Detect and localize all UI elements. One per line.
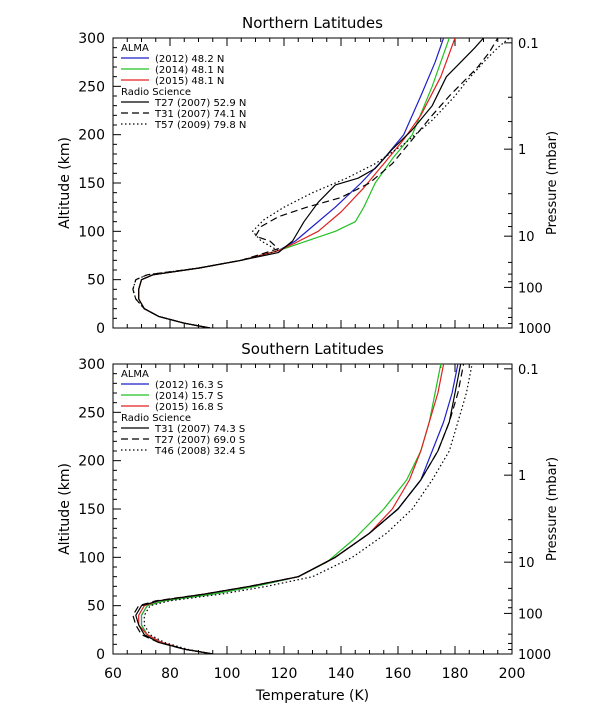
y2-tick-label: 0.1 (518, 363, 539, 378)
legend-group-title: ALMA (121, 369, 149, 380)
y-tick-label: 250 (78, 405, 105, 421)
legend-entry-label: (2012) 16.3 S (155, 380, 223, 391)
legend-entry-label: (2012) 48.2 N (155, 54, 224, 65)
y-tick-label: 100 (78, 550, 105, 566)
series-line-3 (138, 38, 484, 328)
legend-entry-label: T46 (2008) 32.4 S (154, 446, 245, 457)
legend-entry-label: T57 (2009) 79.8 N (154, 120, 246, 131)
series-line-5 (143, 364, 473, 654)
y-axis-label: Altitude (km) (57, 137, 73, 229)
y-tick-label: 0 (96, 647, 105, 663)
legend-entry-label: (2014) 48.1 N (155, 65, 224, 76)
y2-axis-label: Pressure (mbar) (545, 457, 560, 561)
y-tick-label: 300 (78, 357, 105, 373)
legend-entry-label: T27 (2007) 52.9 N (154, 98, 246, 109)
legend: ALMA (2012) 48.2 N(2014) 48.1 N(2015) 48.… (121, 43, 246, 131)
legend-group-title: ALMA (121, 43, 149, 54)
y2-axis-label: Pressure (mbar) (545, 131, 560, 235)
series-group (132, 38, 510, 328)
series-line-4 (132, 38, 499, 328)
y-tick-label: 200 (78, 454, 105, 470)
x-tick-label: 120 (271, 666, 298, 682)
y-axis-label: Altitude (km) (57, 463, 73, 555)
y-tick-label: 200 (78, 128, 105, 144)
series-line-5 (132, 38, 510, 328)
y2-tick-label: 0.1 (518, 37, 539, 52)
y2-tick-label: 1000 (518, 648, 551, 663)
y-tick-label: 100 (78, 224, 105, 240)
panel-title: Southern Latitudes (241, 340, 384, 358)
legend-group-title: Radio Science (121, 413, 191, 424)
y-tick-label: 150 (78, 502, 105, 518)
y2-tick-label: 10 (518, 556, 535, 571)
x-axis-label: Temperature (K) (255, 688, 369, 704)
y2-tick-label: 10 (518, 230, 535, 245)
x-tick-label: 160 (385, 666, 412, 682)
legend-entry-label: (2015) 48.1 N (155, 76, 224, 87)
series-group (132, 364, 473, 654)
x-tick-label: 180 (442, 666, 469, 682)
y2-tick-label: 1 (518, 469, 526, 484)
y2-tick-label: 1000 (518, 322, 551, 337)
y-tick-label: 250 (78, 79, 105, 95)
x-tick-label: 80 (161, 666, 179, 682)
y-tick-label: 0 (96, 321, 105, 337)
y2-tick-label: 100 (518, 281, 543, 296)
x-tick-label: 60 (104, 666, 122, 682)
legend-entry-label: T27 (2007) 69.0 S (154, 435, 245, 446)
series-line-3 (135, 364, 462, 654)
legend: ALMA (2012) 16.3 S(2014) 15.7 S(2015) 16.… (121, 369, 245, 457)
y2-tick-label: 100 (518, 607, 543, 622)
x-tick-label: 100 (214, 666, 241, 682)
y2-tick-label: 1 (518, 143, 526, 158)
panel-southern: Southern Latitudes 0 50 100 150 200 250 300 Alti… (57, 340, 560, 663)
y-tick-label: 150 (78, 176, 105, 192)
legend-entry-label: T31 (2007) 74.1 N (154, 109, 246, 120)
legend-entry-label: (2015) 16.8 S (155, 402, 223, 413)
panel-northern: Northern Latitudes 0 50 100 150 200 250 300 Alti… (57, 14, 560, 337)
panel-title: Northern Latitudes (242, 14, 383, 32)
legend-entry-label: (2014) 15.7 S (155, 391, 223, 402)
x-tick-label: 200 (499, 666, 526, 682)
legend-entry-label: T31 (2007) 74.3 S (154, 424, 245, 435)
x-tick-label: 140 (328, 666, 355, 682)
y-tick-label: 50 (87, 273, 105, 289)
y-tick-label: 300 (78, 31, 105, 47)
legend-group-title: Radio Science (121, 87, 191, 98)
y-tick-label: 50 (87, 599, 105, 615)
